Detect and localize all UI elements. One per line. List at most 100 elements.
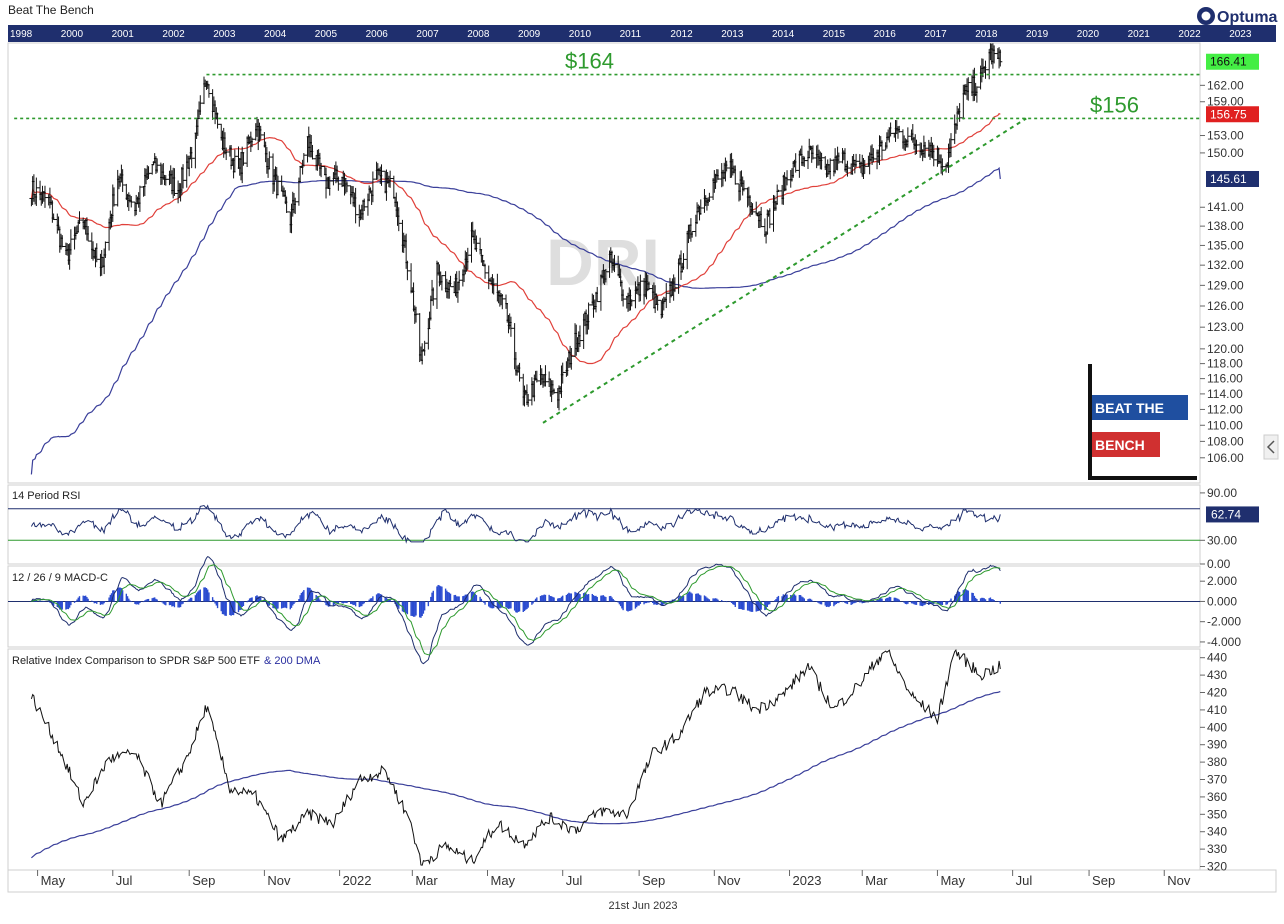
rsi-tick-label: 30.00	[1207, 533, 1237, 547]
price-bar	[336, 176, 341, 191]
price-bar	[836, 152, 841, 164]
x-tick-label: Jul	[1016, 873, 1033, 888]
price-bar	[42, 185, 47, 208]
price-bar	[569, 347, 574, 370]
timeline-year[interactable]: 2015	[823, 29, 846, 40]
price-bar	[810, 145, 815, 160]
price-bar	[155, 158, 160, 173]
timeline-year[interactable]: 2009	[518, 29, 541, 40]
price-bar	[733, 165, 738, 185]
price-bar	[974, 86, 979, 103]
price-bar	[998, 49, 1003, 67]
relative-tick-label: 440	[1207, 651, 1227, 665]
price-bar	[319, 162, 324, 178]
timeline-year[interactable]: 2019	[1026, 29, 1049, 40]
timeline-year[interactable]: 2007	[416, 29, 439, 40]
timeline-year[interactable]: 2020	[1077, 29, 1100, 40]
x-tick-label: 2023	[793, 873, 822, 888]
x-tick-label: Mar	[415, 873, 438, 888]
collapse-panel-button[interactable]	[1263, 434, 1279, 460]
price-bar	[957, 103, 962, 122]
timeline-year[interactable]: 2008	[467, 29, 490, 40]
price-bar	[707, 192, 712, 203]
price-tag	[1206, 170, 1259, 187]
price-bar	[992, 45, 997, 64]
price-bar	[172, 168, 177, 196]
price-bar	[284, 196, 289, 213]
timeline-year[interactable]: 2003	[213, 29, 236, 40]
price-bar	[828, 158, 833, 180]
price-bar	[198, 95, 203, 115]
price-bar	[983, 60, 988, 79]
timeline-year[interactable]: 2023	[1229, 29, 1252, 40]
price-bar	[560, 362, 565, 384]
price-bar	[431, 287, 436, 306]
chevron-left-icon	[1266, 440, 1275, 454]
timeline-year[interactable]: 2000	[61, 29, 84, 40]
price-bar	[517, 362, 522, 382]
price-bar	[486, 265, 491, 290]
timeline-year[interactable]: 2005	[315, 29, 338, 40]
x-tick-label: Nov	[267, 873, 291, 888]
price-bar	[120, 169, 125, 192]
ma200-line	[30, 166, 1001, 475]
price-bar	[646, 281, 651, 290]
price-bar	[871, 148, 876, 163]
timeline-year[interactable]: 2022	[1178, 29, 1201, 40]
price-bar	[845, 160, 850, 177]
timeline-year[interactable]: 2006	[366, 29, 389, 40]
timeline-year[interactable]: 2011	[620, 29, 642, 40]
price-bar	[966, 77, 971, 101]
timeline-year[interactable]: 2004	[264, 29, 287, 40]
rsi-line	[30, 504, 1001, 544]
relative-tick-label: 360	[1207, 790, 1227, 804]
price-bar	[629, 299, 634, 307]
price-bar	[68, 229, 73, 255]
price-bar	[897, 125, 902, 133]
timeline-year[interactable]: 2021	[1128, 29, 1151, 40]
price-bar	[508, 316, 513, 337]
rsi-panel	[7, 484, 1201, 565]
rsi-tag-label: 62.74	[1211, 507, 1241, 521]
timeline-year[interactable]: 2010	[569, 29, 592, 40]
timeline-year[interactable]: 2017	[924, 29, 947, 40]
price-panel	[7, 42, 1201, 484]
price-bar	[621, 289, 626, 307]
timeline-year[interactable]: 2014	[772, 29, 795, 40]
timeline-year[interactable]: 2001	[112, 29, 135, 40]
y-tick-label: 129.00	[1207, 278, 1244, 292]
price-bar	[534, 370, 539, 383]
timeline-year[interactable]: 2013	[721, 29, 744, 40]
timeline-year[interactable]: 2018	[975, 29, 998, 40]
x-tick-label: Nov	[1167, 873, 1191, 888]
macd-line	[30, 555, 1001, 665]
relative-tick-label: 320	[1207, 860, 1227, 874]
price-bar	[181, 164, 186, 189]
price-bar	[405, 260, 410, 281]
price-tag-label: 145.61	[1210, 172, 1247, 186]
price-bar	[879, 140, 884, 161]
price-bar	[595, 286, 600, 303]
price-tag-label: 156.75	[1210, 107, 1247, 121]
price-bar	[310, 144, 315, 160]
y-tick-label: 123.00	[1207, 320, 1244, 334]
y-tick-label: 153.00	[1207, 129, 1244, 143]
timeline-year[interactable]: 2012	[670, 29, 693, 40]
relative-tick-label: 390	[1207, 738, 1227, 752]
timeline-strip[interactable]	[8, 25, 1276, 42]
price-bar	[379, 164, 384, 186]
symbol-watermark: DRI	[546, 225, 660, 299]
x-tick-label: May	[491, 873, 516, 888]
timeline-year[interactable]: 2002	[162, 29, 185, 40]
timeline-year[interactable]: 1998	[10, 29, 33, 40]
x-tick-label: Sep	[192, 873, 215, 888]
macd-panel	[7, 565, 1201, 648]
timeline-year[interactable]: 2016	[874, 29, 897, 40]
price-bar	[526, 393, 531, 407]
price-bar	[543, 365, 548, 387]
price-bar	[267, 151, 272, 170]
price-bar	[94, 243, 99, 263]
price-bar	[439, 275, 444, 291]
price-bar	[422, 340, 427, 356]
price-bar	[77, 211, 82, 224]
